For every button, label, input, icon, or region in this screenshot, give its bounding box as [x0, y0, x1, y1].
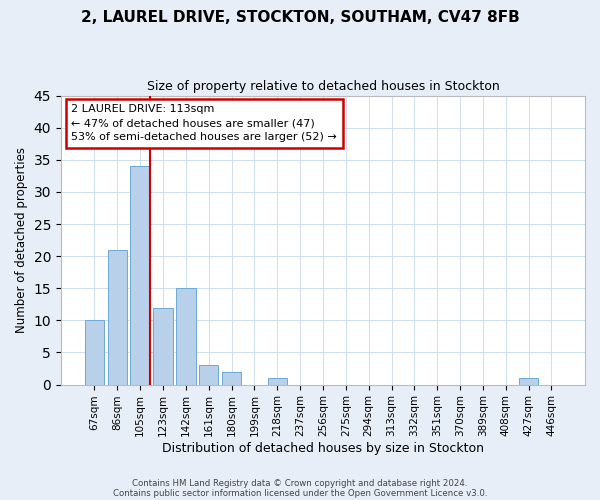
Bar [176, 288, 196, 384]
Title: Size of property relative to detached houses in Stockton: Size of property relative to detached ho… [146, 80, 499, 93]
Bar [107, 250, 127, 384]
Y-axis label: Number of detached properties: Number of detached properties [15, 147, 28, 333]
Bar [222, 372, 241, 384]
Bar [268, 378, 287, 384]
Bar [519, 378, 538, 384]
Text: 2 LAUREL DRIVE: 113sqm
← 47% of detached houses are smaller (47)
53% of semi-det: 2 LAUREL DRIVE: 113sqm ← 47% of detached… [71, 104, 337, 142]
Bar [85, 320, 104, 384]
X-axis label: Distribution of detached houses by size in Stockton: Distribution of detached houses by size … [162, 442, 484, 455]
Text: Contains HM Land Registry data © Crown copyright and database right 2024.: Contains HM Land Registry data © Crown c… [132, 478, 468, 488]
Text: 2, LAUREL DRIVE, STOCKTON, SOUTHAM, CV47 8FB: 2, LAUREL DRIVE, STOCKTON, SOUTHAM, CV47… [80, 10, 520, 25]
Bar [153, 308, 173, 384]
Bar [130, 166, 150, 384]
Bar [199, 366, 218, 384]
Text: Contains public sector information licensed under the Open Government Licence v3: Contains public sector information licen… [113, 488, 487, 498]
